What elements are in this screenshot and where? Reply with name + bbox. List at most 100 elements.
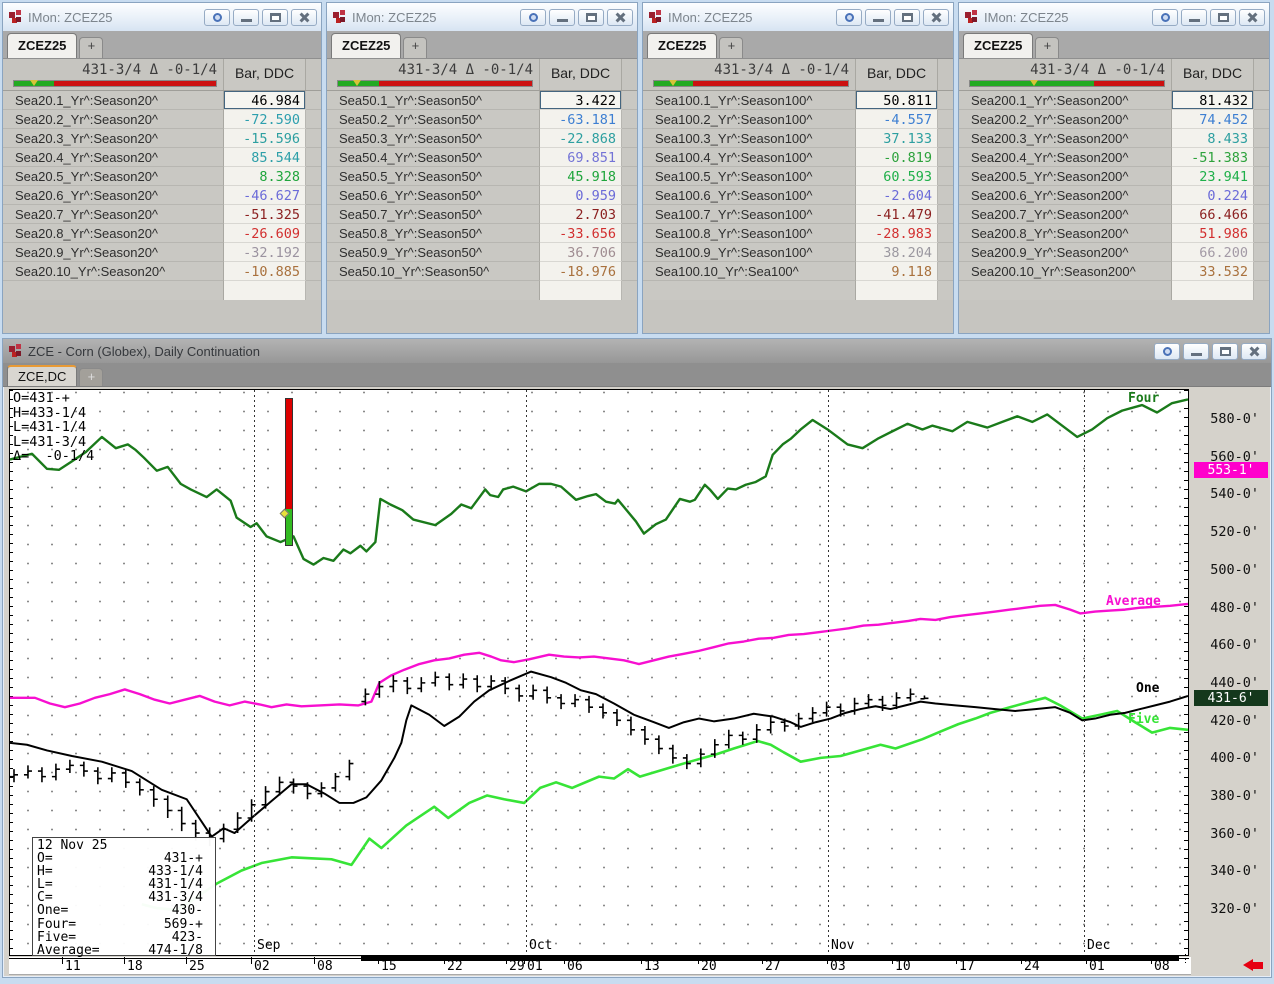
row-value[interactable]: 51.986 bbox=[1172, 224, 1254, 243]
row-label[interactable]: Sea100.6_Yr^:Season100^ bbox=[643, 186, 856, 205]
minimize-button[interactable] bbox=[549, 8, 575, 26]
row-value[interactable]: 46.984 bbox=[224, 91, 306, 110]
row-value[interactable]: 69.851 bbox=[540, 148, 622, 167]
panel-titlebar[interactable]: IMon: ZCEZ25 bbox=[959, 3, 1269, 31]
row-label[interactable]: Sea100.10_Yr^:Sea100^ bbox=[643, 262, 856, 281]
row-value[interactable]: -28.983 bbox=[856, 224, 938, 243]
row-label[interactable]: Sea100.1_Yr^:Season100^ bbox=[643, 91, 856, 110]
minimize-button[interactable] bbox=[1181, 8, 1207, 26]
row-label[interactable]: Sea20.3_Yr^:Season20^ bbox=[3, 129, 224, 148]
panel-titlebar[interactable]: IMon: ZCEZ25 bbox=[643, 3, 953, 31]
row-value[interactable]: -72.590 bbox=[224, 110, 306, 129]
row-value[interactable]: -2.604 bbox=[856, 186, 938, 205]
row-label[interactable]: Sea20.1_Yr^:Season20^ bbox=[3, 91, 224, 110]
row-label[interactable]: Sea50.6_Yr^:Season50^ bbox=[327, 186, 540, 205]
maximize-button[interactable] bbox=[1210, 8, 1236, 26]
row-label[interactable]: Sea50.8_Yr^:Season50^ bbox=[327, 224, 540, 243]
row-value[interactable]: -26.609 bbox=[224, 224, 306, 243]
row-label[interactable]: Sea200.10_Yr^:Season200^ bbox=[959, 262, 1172, 281]
row-label[interactable]: Sea200.1_Yr^:Season200^ bbox=[959, 91, 1172, 110]
row-value[interactable]: 2.703 bbox=[540, 205, 622, 224]
row-value[interactable]: 66.466 bbox=[1172, 205, 1254, 224]
row-label[interactable]: Sea50.5_Yr^:Season50^ bbox=[327, 167, 540, 186]
row-value[interactable]: 37.133 bbox=[856, 129, 938, 148]
row-value[interactable]: 50.811 bbox=[856, 91, 938, 110]
row-label[interactable]: Sea20.2_Yr^:Season20^ bbox=[3, 110, 224, 129]
row-value[interactable]: 23.941 bbox=[1172, 167, 1254, 186]
close-button[interactable] bbox=[923, 8, 949, 26]
row-value[interactable]: -51.383 bbox=[1172, 148, 1254, 167]
row-label[interactable]: Sea50.7_Yr^:Season50^ bbox=[327, 205, 540, 224]
row-value[interactable]: -51.325 bbox=[224, 205, 306, 224]
tab-zcez25[interactable]: ZCEZ25 bbox=[963, 33, 1034, 58]
row-label[interactable]: Sea200.9_Yr^:Season200^ bbox=[959, 243, 1172, 262]
row-label[interactable]: Sea100.5_Yr^:Season100^ bbox=[643, 167, 856, 186]
row-value[interactable]: -0.819 bbox=[856, 148, 938, 167]
tab-zcez25[interactable]: ZCEZ25 bbox=[331, 33, 402, 58]
close-button[interactable] bbox=[291, 8, 317, 26]
pin-button[interactable] bbox=[204, 8, 230, 26]
row-value[interactable]: 66.200 bbox=[1172, 243, 1254, 262]
date-axis[interactable]: 11 18 25 02 08 15 22 29 01 06 13 20 27 03 10 17 24 01 08 bbox=[9, 957, 1191, 975]
pin-button[interactable] bbox=[1152, 8, 1178, 26]
add-tab-button[interactable]: + bbox=[403, 37, 428, 58]
row-label[interactable]: Sea20.4_Yr^:Season20^ bbox=[3, 148, 224, 167]
row-label[interactable]: Sea100.7_Yr^:Season100^ bbox=[643, 205, 856, 224]
minimize-button[interactable] bbox=[233, 8, 259, 26]
maximize-button[interactable] bbox=[578, 8, 604, 26]
add-tab-button[interactable]: + bbox=[1035, 37, 1060, 58]
maximize-button[interactable] bbox=[262, 8, 288, 26]
row-value[interactable]: 81.432 bbox=[1172, 91, 1254, 110]
row-value[interactable]: -15.596 bbox=[224, 129, 306, 148]
add-tab-button[interactable]: + bbox=[79, 37, 104, 58]
row-label[interactable]: Sea50.9_Yr^:Season50^ bbox=[327, 243, 540, 262]
row-label[interactable]: Sea100.8_Yr^:Season100^ bbox=[643, 224, 856, 243]
maximize-button[interactable] bbox=[1212, 342, 1238, 360]
pin-button[interactable] bbox=[836, 8, 862, 26]
row-value[interactable]: 33.532 bbox=[1172, 262, 1254, 281]
row-label[interactable]: Sea200.7_Yr^:Season200^ bbox=[959, 205, 1172, 224]
close-button[interactable] bbox=[1241, 342, 1267, 360]
row-value[interactable]: 85.544 bbox=[224, 148, 306, 167]
close-button[interactable] bbox=[1239, 8, 1265, 26]
add-tab-button[interactable]: + bbox=[719, 37, 744, 58]
row-label[interactable]: Sea200.4_Yr^:Season200^ bbox=[959, 148, 1172, 167]
row-label[interactable]: Sea50.2_Yr^:Season50^ bbox=[327, 110, 540, 129]
row-label[interactable]: Sea50.10_Yr^:Season50^ bbox=[327, 262, 540, 281]
row-value[interactable]: 74.452 bbox=[1172, 110, 1254, 129]
column-header-bar-ddc[interactable]: Bar, DDC bbox=[856, 59, 938, 90]
row-value[interactable]: 8.433 bbox=[1172, 129, 1254, 148]
tab-zce-dc[interactable]: ZCE,DC bbox=[7, 365, 78, 386]
row-label[interactable]: Sea100.2_Yr^:Season100^ bbox=[643, 110, 856, 129]
tab-zcez25[interactable]: ZCEZ25 bbox=[647, 33, 718, 58]
panel-titlebar[interactable]: IMon: ZCEZ25 bbox=[3, 3, 321, 31]
row-value[interactable]: -4.557 bbox=[856, 110, 938, 129]
row-value[interactable]: -22.868 bbox=[540, 129, 622, 148]
chart-plot-area[interactable]: O=431-+ H=433-1/4 L=431-1/4 L=431-3/4 Δ=… bbox=[9, 389, 1189, 957]
row-value[interactable]: 0.224 bbox=[1172, 186, 1254, 205]
tab-zcez25[interactable]: ZCEZ25 bbox=[7, 33, 78, 58]
row-value[interactable]: 38.204 bbox=[856, 243, 938, 262]
row-value[interactable]: 3.422 bbox=[540, 91, 622, 110]
column-header-bar-ddc[interactable]: Bar, DDC bbox=[224, 59, 306, 90]
minimize-button[interactable] bbox=[1183, 342, 1209, 360]
row-value[interactable]: 9.118 bbox=[856, 262, 938, 281]
row-label[interactable]: Sea20.6_Yr^:Season20^ bbox=[3, 186, 224, 205]
pin-button[interactable] bbox=[1154, 342, 1180, 360]
row-label[interactable]: Sea20.5_Yr^:Season20^ bbox=[3, 167, 224, 186]
row-value[interactable]: -18.976 bbox=[540, 262, 622, 281]
row-label[interactable]: Sea200.5_Yr^:Season200^ bbox=[959, 167, 1172, 186]
row-label[interactable]: Sea50.1_Yr^:Season50^ bbox=[327, 91, 540, 110]
row-label[interactable]: Sea20.7_Yr^:Season20^ bbox=[3, 205, 224, 224]
row-value[interactable]: 36.706 bbox=[540, 243, 622, 262]
row-label[interactable]: Sea100.9_Yr^:Season100^ bbox=[643, 243, 856, 262]
row-label[interactable]: Sea200.3_Yr^:Season200^ bbox=[959, 129, 1172, 148]
row-label[interactable]: Sea200.8_Yr^:Season200^ bbox=[959, 224, 1172, 243]
add-tab-button[interactable]: + bbox=[79, 368, 104, 386]
price-axis[interactable]: 580-0' 560-0' 540-0' 520-0' 500-0' 480-0' 460-… bbox=[1191, 389, 1273, 974]
row-value[interactable]: 45.918 bbox=[540, 167, 622, 186]
row-value[interactable]: -10.885 bbox=[224, 262, 306, 281]
row-label[interactable]: Sea50.4_Yr^:Season50^ bbox=[327, 148, 540, 167]
row-value[interactable]: 0.959 bbox=[540, 186, 622, 205]
scroll-left-arrow[interactable] bbox=[1243, 959, 1265, 972]
